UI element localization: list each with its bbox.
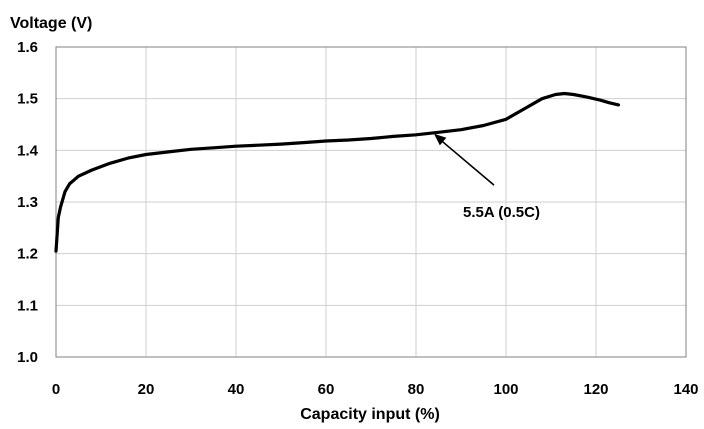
- annotation-label: 5.5A (0.5C): [463, 204, 540, 221]
- x-tick-label: 120: [583, 381, 608, 398]
- x-tick-label: 80: [408, 381, 425, 398]
- current-annotation: 5.5A (0.5C): [434, 133, 540, 221]
- y-tick-label: 1.5: [17, 91, 38, 108]
- y-tick-label: 1.4: [17, 142, 39, 159]
- x-tick-label: 40: [228, 381, 245, 398]
- plot-area-frame: [55, 46, 687, 358]
- annotation-arrow: [437, 137, 495, 186]
- y-axis-title: Voltage (V): [10, 15, 92, 32]
- x-axis-title: Capacity input (%): [300, 406, 440, 423]
- y-tick-label: 1.2: [17, 246, 38, 263]
- y-tick-label: 1.1: [17, 297, 38, 314]
- x-tick-label: 0: [52, 381, 60, 398]
- x-tick-label: 20: [138, 381, 155, 398]
- y-tick-label: 1.3: [17, 194, 38, 211]
- annotation-arrowhead: [434, 133, 447, 146]
- x-tick-label: 60: [318, 381, 335, 398]
- y-tick-label: 1.6: [17, 39, 38, 56]
- y-tick-label: 1.0: [17, 349, 38, 366]
- voltage-curve: [54, 91, 621, 253]
- grid-lines: [55, 46, 687, 358]
- x-tick-label: 100: [493, 381, 518, 398]
- x-tick-label: 140: [673, 381, 698, 398]
- x-tick-labels: 0 20 40 60 80 100 120 140: [52, 381, 699, 398]
- y-tick-labels: 1.0 1.1 1.2 1.3 1.4 1.5 1.6: [17, 39, 39, 366]
